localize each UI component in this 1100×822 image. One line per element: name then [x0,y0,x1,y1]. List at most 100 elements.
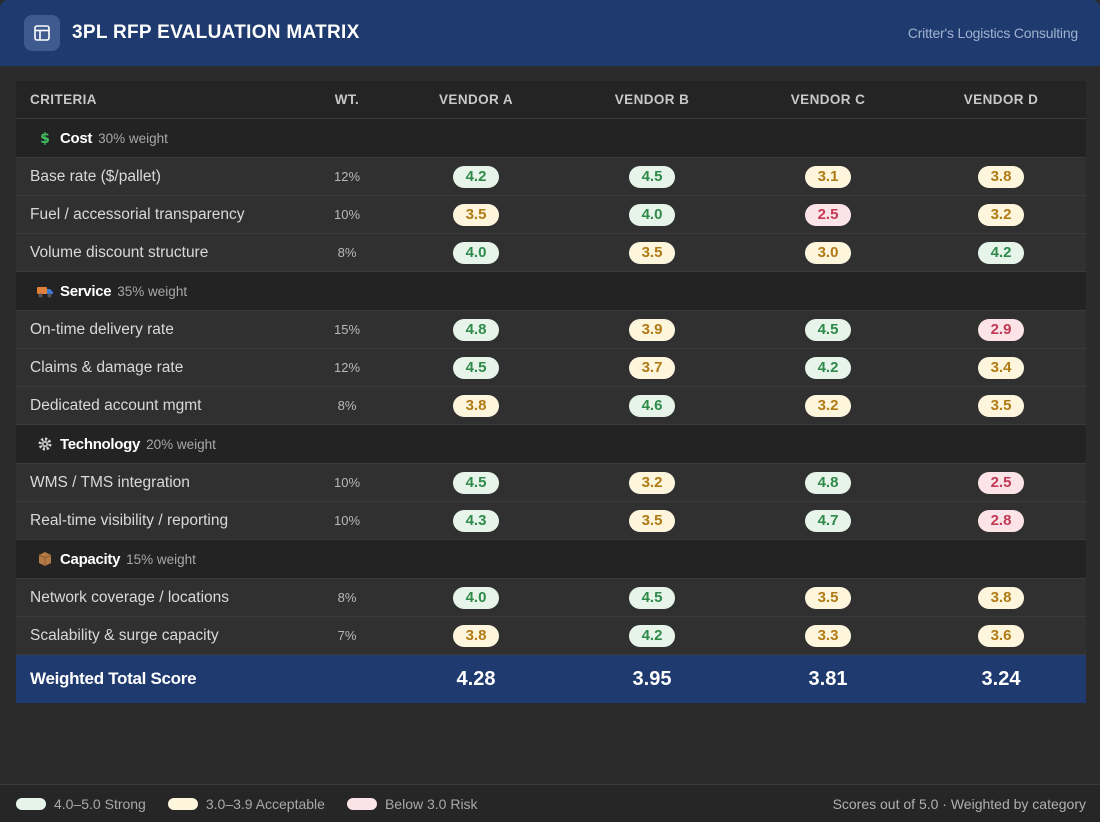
score-cell-vendor-d: 4.2 [916,241,1086,264]
criteria-label: Real-time visibility / reporting [30,511,229,529]
column-header-vendor-b: VENDOR B [614,92,690,107]
score-badge: 3.2 [978,203,1024,226]
score-cell-vendor-d: 3.8 [916,165,1086,188]
score-cell-vendor-c: 4.5 [740,318,916,341]
column-header-vendor-c: VENDOR C [790,92,866,107]
score-cell-vendor-a: 4.3 [388,509,564,532]
score-badge: 3.5 [978,394,1024,417]
table-header-row: CRITERIA WT. VENDOR A VENDOR B VENDOR C … [16,81,1086,119]
score-badge: 3.1 [805,165,851,188]
score-badge: 4.2 [805,356,851,379]
score-badge: 4.0 [453,241,499,264]
score-badge: 3.2 [805,394,851,417]
criteria-label: Claims & damage rate [30,358,184,376]
score-badge: 4.5 [629,165,675,188]
criteria-weight: 10% [333,207,361,222]
criteria-label: Volume discount structure [30,243,209,261]
table-layout-icon [24,15,60,51]
score-cell-vendor-a: 3.8 [388,624,564,647]
criteria-weight: 10% [333,475,361,490]
score-badge: 4.5 [453,471,499,494]
score-cell-vendor-c: 2.5 [740,203,916,226]
score-cell-vendor-a: 4.5 [388,356,564,379]
category-name: Service [60,282,112,300]
score-cell-vendor-b: 3.7 [564,356,740,379]
table-row: Dedicated account mgmt 8% 3.8 4.6 3.2 3.5 [16,387,1086,425]
legend-label-strong: 4.0–5.0 Strong [54,795,146,812]
table-row: Volume discount structure 8% 4.0 3.5 3.0 4.2 [16,234,1086,272]
score-badge: 2.8 [978,509,1024,532]
score-cell-vendor-c: 3.1 [740,165,916,188]
total-score-vendor-c: 3.81 [808,667,848,690]
criteria-weight: 12% [333,169,361,184]
column-header-vendor-d: VENDOR D [963,92,1039,107]
score-badge: 4.5 [453,356,499,379]
svg-text:$: $ [40,131,50,146]
column-header-criteria: CRITERIA [30,92,97,107]
weighted-total-row: Weighted Total Score 4.28 3.95 3.81 3.24 [16,655,1086,703]
table-row: Scalability & surge capacity 7% 3.8 4.2 3.3 3… [16,617,1086,655]
score-cell-vendor-c: 3.5 [740,586,916,609]
total-label: Weighted Total Score [30,669,197,688]
category-header: Capacity 15% weight [16,550,196,568]
score-badge: 3.8 [978,165,1024,188]
score-badge: 4.5 [805,318,851,341]
score-badge: 2.5 [978,471,1024,494]
score-badge: 3.6 [978,624,1024,647]
package-icon [36,550,54,568]
legend-label-risk: Below 3.0 Risk [384,795,478,812]
score-badge: 4.8 [453,318,499,341]
criteria-weight: 8% [337,398,357,413]
table-row: Fuel / accessorial transparency 10% 3.5 4.0… [16,196,1086,234]
score-badge: 3.9 [629,318,675,341]
criteria-weight: 12% [333,360,361,375]
score-badge: 2.5 [805,203,851,226]
score-badge: 3.5 [629,509,675,532]
legend-footer: 4.0–5.0 Strong 3.0–3.9 Acceptable Below … [0,784,1100,822]
criteria-label: Dedicated account mgmt [30,396,202,414]
header-bar: 3PL RFP EVALUATION MATRIX Critter's Logi… [0,0,1100,66]
category-row-technology: Technology 20% weight [16,425,1086,464]
score-badge: 4.7 [805,509,851,532]
score-cell-vendor-a: 4.2 [388,165,564,188]
score-badge: 3.4 [978,356,1024,379]
score-cell-vendor-c: 3.3 [740,624,916,647]
truck-icon [36,282,54,300]
score-cell-vendor-b: 4.0 [564,203,740,226]
criteria-weight: 8% [337,590,357,605]
evaluation-table: CRITERIA WT. VENDOR A VENDOR B VENDOR C … [16,81,1086,703]
score-cell-vendor-d: 2.8 [916,509,1086,532]
table-row: Base rate ($/pallet) 12% 4.2 4.5 3.1 3.8 [16,158,1086,196]
score-badge: 3.3 [805,624,851,647]
criteria-label: On-time delivery rate [30,320,174,338]
legend-swatch-acceptable [167,797,198,810]
criteria-weight: 8% [337,245,357,260]
category-name: Cost [60,129,93,147]
category-header: Technology 20% weight [16,435,216,453]
score-cell-vendor-d: 3.6 [916,624,1086,647]
legend-item-acceptable: 3.0–3.9 Acceptable [167,795,325,812]
score-cell-vendor-a: 4.0 [388,241,564,264]
score-badge: 2.9 [978,318,1024,341]
category-header: Service 35% weight [16,282,187,300]
score-badge: 3.5 [805,586,851,609]
score-cell-vendor-a: 4.0 [388,586,564,609]
score-badge: 4.2 [978,241,1024,264]
criteria-weight: 7% [337,628,357,643]
score-badge: 4.0 [629,203,675,226]
total-score-vendor-b: 3.95 [632,667,672,690]
criteria-weight: 15% [333,322,361,337]
legend-item-risk: Below 3.0 Risk [346,795,478,812]
category-weight: 20% weight [146,436,216,452]
score-badge: 3.7 [629,356,675,379]
score-badge: 4.0 [453,586,499,609]
score-cell-vendor-a: 3.5 [388,203,564,226]
legend-label-acceptable: 3.0–3.9 Acceptable [205,795,325,812]
category-weight: 15% weight [126,551,196,567]
score-cell-vendor-b: 3.9 [564,318,740,341]
score-badge: 3.8 [453,624,499,647]
table-row: Claims & damage rate 12% 4.5 3.7 4.2 3.4 [16,349,1086,387]
score-badge: 4.8 [805,471,851,494]
score-cell-vendor-c: 4.7 [740,509,916,532]
score-cell-vendor-b: 3.2 [564,471,740,494]
